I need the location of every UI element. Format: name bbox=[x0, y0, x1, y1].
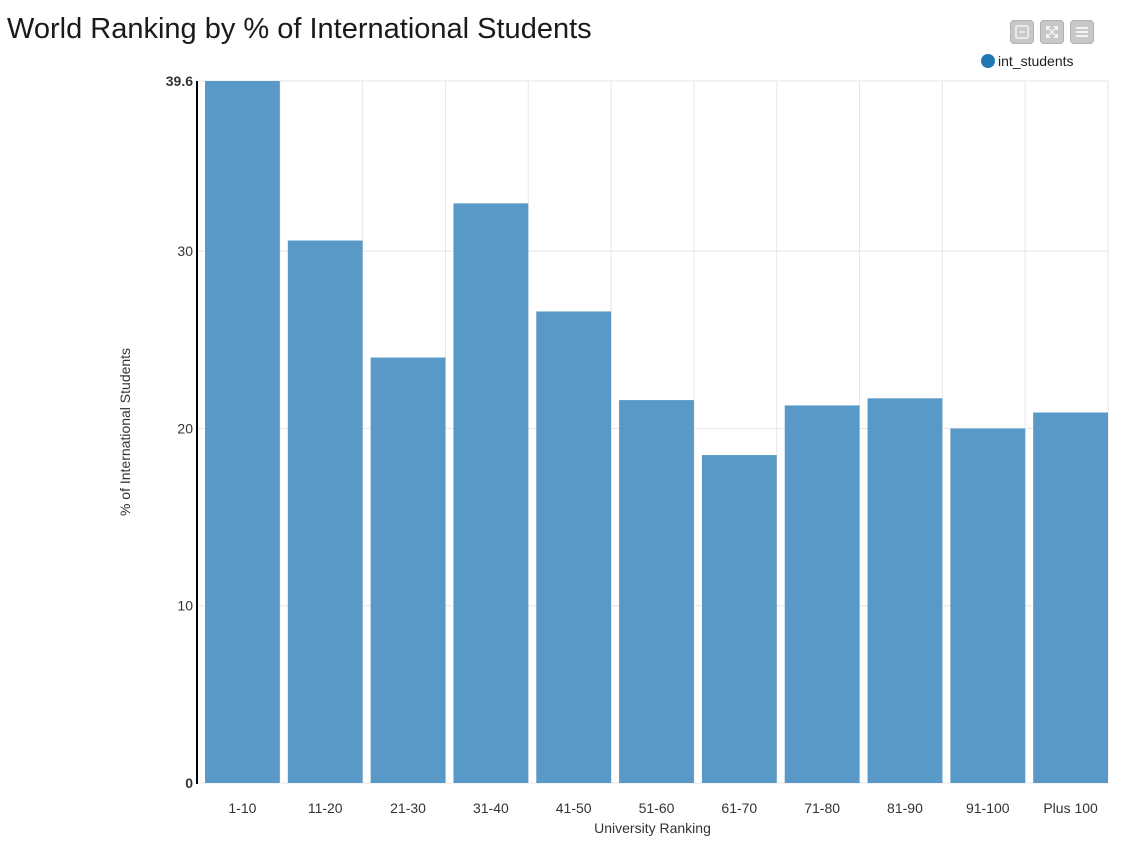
bar-1-10 bbox=[205, 81, 280, 783]
x-tick-label: 41-50 bbox=[556, 800, 592, 816]
legend-marker-int_students bbox=[981, 54, 995, 68]
bar-21-30 bbox=[370, 357, 446, 783]
menu-icon bbox=[1076, 27, 1088, 37]
bar-11-20 bbox=[287, 240, 363, 783]
bar-91-100 bbox=[950, 428, 1026, 783]
bar-51-60 bbox=[619, 400, 694, 783]
bar-Plus 100 bbox=[1033, 412, 1108, 783]
minimize-button[interactable] bbox=[1010, 20, 1034, 44]
chart-title: World Ranking by % of International Stud… bbox=[7, 13, 592, 45]
legend-label-int_students: int_students bbox=[998, 53, 1074, 69]
expand-button[interactable] bbox=[1040, 20, 1064, 44]
x-tick-label: 11-20 bbox=[308, 800, 343, 816]
x-tick-label: Plus 100 bbox=[1043, 800, 1098, 816]
x-tick-label: 51-60 bbox=[639, 800, 675, 816]
x-axis-label: University Ranking bbox=[594, 820, 711, 836]
y-tick-label: 10 bbox=[177, 598, 193, 614]
bar-61-70 bbox=[701, 455, 777, 783]
x-tick-label: 21-30 bbox=[390, 800, 426, 816]
x-tick-label: 91-100 bbox=[966, 800, 1010, 816]
bar-71-80 bbox=[784, 405, 860, 783]
x-tick-label: 71-80 bbox=[804, 800, 840, 816]
minimize-icon bbox=[1015, 25, 1029, 39]
expand-icon bbox=[1046, 26, 1058, 38]
y-tick-label: 30 bbox=[177, 243, 193, 259]
x-tick-label: 1-10 bbox=[228, 800, 256, 816]
y-tick-label: 39.6 bbox=[166, 73, 193, 89]
menu-button[interactable] bbox=[1070, 20, 1094, 44]
x-tick-label: 81-90 bbox=[887, 800, 923, 816]
x-tick-label: 61-70 bbox=[721, 800, 757, 816]
bar-41-50 bbox=[536, 311, 612, 783]
y-tick-label: 20 bbox=[177, 420, 193, 436]
bar-31-40 bbox=[453, 203, 529, 783]
bar-81-90 bbox=[867, 398, 943, 783]
y-axis-label: % of International Students bbox=[117, 348, 133, 516]
x-tick-label: 31-40 bbox=[473, 800, 509, 816]
y-tick-label: 0 bbox=[185, 775, 193, 791]
